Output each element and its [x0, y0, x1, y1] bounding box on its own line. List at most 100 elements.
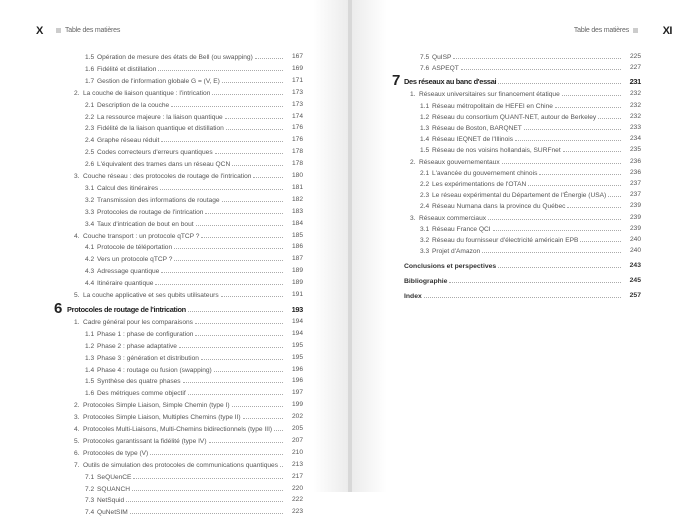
entry-number: 7.5 [420, 54, 430, 61]
entry-page-number: 174 [291, 112, 303, 120]
entry-number: 5. [74, 292, 80, 299]
toc-entry: 4.4 Itinéraire quantique 189 [85, 277, 303, 288]
toc-entry: 3. Couche réseau : des protocoles de rout… [74, 170, 303, 181]
entry-page-number: 180 [291, 172, 303, 179]
chapter-number: 7 [392, 72, 401, 90]
dot-leader [482, 245, 621, 254]
dot-leader [194, 316, 283, 324]
toc-entry: 7.4 QuNetSIM 223 [85, 506, 303, 517]
entry-page-number: 239 [629, 202, 641, 210]
entry-title: Adressage quantique [97, 268, 160, 276]
entry-title: Opération de mesure des états de Bell (o… [97, 54, 253, 61]
dot-leader [453, 51, 621, 59]
running-head: Table des matières [52, 27, 120, 34]
dot-leader [212, 87, 283, 95]
entry-page-number: 210 [291, 448, 303, 456]
toc-entry: 3.4 Taux d'intrication de bout en bout 184 [85, 218, 303, 229]
entry-number: 7.2 [85, 485, 95, 493]
toc-entry: 1.4 Réseau IEQNET de l'Illinois 234 [420, 133, 641, 144]
toc-entry: 2.3 Le réseau expérimental du Département… [420, 189, 641, 200]
running-head: Table des matières [574, 27, 642, 34]
entry-title: Taux d'intrication de bout en bout [97, 220, 194, 228]
toc-entry: 4.1 Protocole de téléportation 186 [85, 241, 303, 252]
entry-title: Bibliographie [404, 278, 448, 286]
toc-entry: 1.3 Réseau de Boston, BARQNET 233 [420, 122, 641, 133]
entry-title: Graphe réseau réduit [97, 137, 160, 145]
entry-number: 3.1 [420, 225, 430, 233]
entry-number: 1.1 [420, 102, 430, 110]
toc-entry: 4.2 Vers un protocole qTCP ? 187 [85, 253, 303, 264]
toc-entry: 2.3 Fidélité de la liaison quantique et d… [85, 122, 303, 133]
entry-page-number: 181 [291, 183, 303, 191]
entry-title: Réseau Numana dans la province du Québec [432, 203, 566, 211]
dot-leader [187, 387, 283, 396]
entry-page-number: 207 [291, 436, 303, 444]
entry-title: Codes correcteurs d'erreurs quantiques [97, 149, 213, 157]
entry-number: 1.2 [85, 342, 95, 350]
entry-title: Protocoles garantissant la fidélité (typ… [83, 437, 207, 445]
entry-title: Protocoles Multi-Liaisons, Multi-Chemins… [83, 426, 273, 433]
entry-page-number: 237 [629, 180, 641, 187]
dot-leader [221, 194, 283, 202]
entry-page-number: 173 [291, 88, 303, 96]
entry-number: 6. [74, 449, 80, 457]
entry-page-number: 185 [291, 231, 303, 239]
square-marker-icon [633, 27, 638, 33]
entry-title: Réseau de Boston, BARQNET [432, 125, 522, 132]
entry-title: Couche transport : un protocole qTCP ? [83, 232, 200, 240]
entry-page-number: 197 [291, 389, 303, 397]
dot-leader [161, 134, 283, 143]
entry-number: 2. [74, 402, 80, 410]
dot-leader [224, 111, 283, 119]
toc-entry: 2.5 Codes correcteurs d'erreurs quantique… [85, 146, 303, 157]
dot-leader [539, 167, 621, 175]
entry-title: Réseaux gouvernementaux [419, 158, 500, 166]
entry-number: 2.1 [420, 169, 430, 177]
entry-page-number: 232 [629, 101, 641, 109]
toc-entry: 2.4 Réseau Numana dans la province du Qué… [420, 200, 641, 211]
entry-title: Conclusions et perspectives [404, 263, 497, 271]
toc-entry: 1.3 Phase 3 : génération et distribution 1… [85, 352, 303, 363]
entry-number: 2.3 [85, 125, 95, 133]
entry-page-number: 239 [629, 213, 641, 221]
toc-entry: 3. Protocoles Simple Liaison, Multiples C… [74, 411, 303, 422]
toc-entry: 2.6 L'équivalent des trames dans un résea… [85, 158, 303, 169]
entry-title: Protocoles de routage de l'intrication [67, 304, 186, 314]
dot-leader [498, 260, 621, 269]
entry-page-number: 183 [291, 207, 303, 215]
dot-leader [195, 218, 283, 226]
toc-entry: 4.3 Adressage quantique 189 [85, 265, 303, 276]
entry-number: 4.1 [85, 244, 95, 252]
dot-leader [182, 375, 283, 384]
entry-title: La couche de liaison quantique : l'intri… [83, 89, 211, 97]
entry-page-number: 213 [291, 460, 303, 468]
dot-leader [225, 122, 283, 131]
entry-number: 1. [410, 91, 416, 99]
book-gutter [348, 0, 352, 492]
toc-entry: 3. Réseaux commerciaux 239 [410, 212, 641, 223]
entry-number: 2.6 [85, 161, 95, 169]
dot-leader [195, 328, 283, 336]
entry-title: QuNetSIM [97, 509, 128, 517]
entry-title: Projet d'Amazon [432, 248, 481, 256]
entry-page-number: 243 [629, 262, 641, 270]
toc-entry: 3.3 Projet d'Amazon 240 [420, 245, 641, 256]
dot-leader [231, 399, 283, 408]
entry-number: 2. [74, 89, 80, 97]
dot-leader [528, 178, 621, 186]
entry-title: Protocoles de routage de l'intrication [97, 208, 204, 216]
toc-entry: 3.2 Transmission des informations de rout… [85, 194, 303, 205]
entry-page-number: 173 [291, 100, 303, 108]
entry-title: Des réseaux au banc d'essai [404, 77, 497, 87]
entry-title: Gestion de l'information globale G = (V,… [97, 77, 220, 85]
dot-leader [449, 275, 621, 284]
entry-title: Réseau du consortium QUANT-NET, autour d… [432, 113, 597, 121]
dot-leader [126, 494, 283, 503]
entry-number: 3. [74, 173, 80, 180]
right-page: Table des matières XI 7.5 QuISP 225 7.6 ASPE… [352, 0, 700, 492]
entry-title: Outils de simulation des protocoles de c… [83, 461, 278, 469]
toc-entry: 1.6 Fidélité et distillation 169 [85, 63, 303, 74]
entry-number: 7.4 [85, 509, 95, 517]
dot-leader [220, 289, 283, 297]
page-number-folio: X [36, 25, 43, 37]
